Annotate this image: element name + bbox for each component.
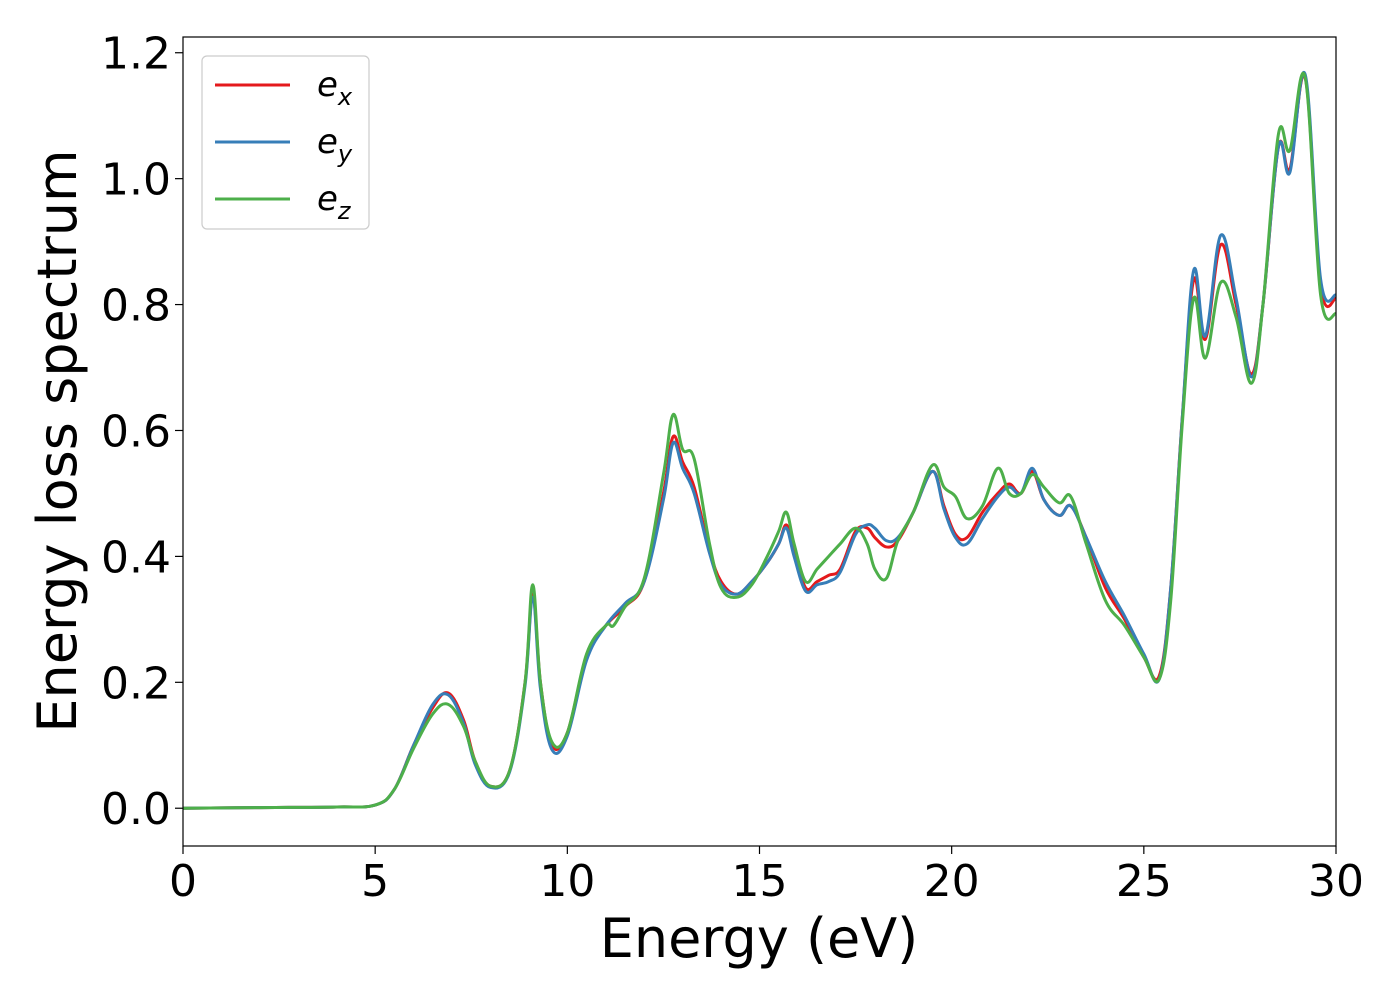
x-tick-label: 30	[1308, 856, 1364, 907]
y-tick-label: 0.2	[101, 658, 171, 709]
y-tick-label: 0.0	[101, 784, 171, 835]
legend-label-z: ez	[317, 179, 352, 225]
y-tick-label: 1.2	[101, 29, 171, 80]
legend-label-subscript: y	[337, 140, 353, 168]
x-axis-ticks: 0 5 10 15 20 25 30	[169, 846, 1364, 907]
y-tick-label: 1.0	[101, 155, 171, 206]
legend-label-base: e	[317, 65, 338, 105]
x-tick-label: 0	[169, 856, 197, 907]
series-layer	[183, 70, 1336, 810]
x-tick-label: 5	[361, 856, 389, 907]
legend-label-subscript: x	[337, 83, 353, 111]
y-tick-label: 0.6	[101, 406, 171, 457]
legend-label-subscript: z	[337, 197, 352, 225]
x-tick-label: 25	[1116, 856, 1172, 907]
x-tick-label: 10	[539, 856, 595, 907]
legend-label-y: ey	[317, 122, 353, 168]
legend-label-base: e	[317, 179, 338, 219]
legend-label-x: ex	[317, 65, 353, 111]
x-tick-label: 20	[924, 856, 980, 907]
y-tick-label: 0.4	[101, 532, 171, 583]
y-tick-label: 0.8	[101, 281, 171, 332]
series-line-z	[183, 72, 1336, 810]
y-axis-label: Energy loss spectrum	[26, 149, 89, 732]
y-axis-ticks: 0.0 0.2 0.4 0.6 0.8 1.0 1.2	[101, 29, 183, 835]
legend-label-base: e	[317, 122, 338, 162]
x-tick-label: 15	[732, 856, 788, 907]
x-axis-label: Energy (eV)	[600, 907, 919, 970]
